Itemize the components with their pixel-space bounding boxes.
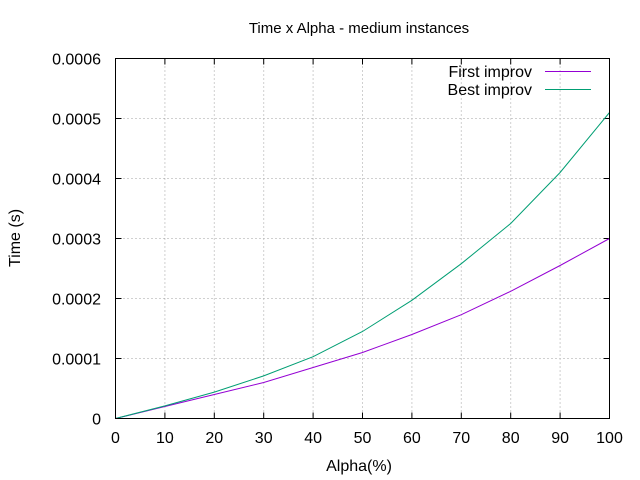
y-tick-label: 0.0004 — [52, 172, 101, 189]
x-axis-tick-labels: 0 10 20 30 40 50 60 70 80 90 100 — [111, 430, 623, 447]
x-tick-label: 50 — [354, 430, 372, 447]
y-axis-title: Time (s) — [7, 209, 24, 267]
series-line-best-improv — [115, 112, 610, 419]
y-tick-label: 0.0005 — [52, 112, 101, 129]
x-tick-label: 60 — [403, 430, 421, 447]
x-tick-label: 30 — [255, 430, 273, 447]
series-line-first-improv — [115, 238, 610, 419]
x-tick-label: 100 — [596, 430, 623, 447]
y-tick-label: 0.0001 — [52, 352, 101, 369]
x-tick-label: 40 — [304, 430, 322, 447]
y-tick-label: 0.0002 — [52, 292, 101, 309]
y-tick-label: 0 — [92, 412, 101, 429]
x-tick-label: 80 — [502, 430, 520, 447]
legend-label-best-improv: Best improv — [448, 82, 532, 99]
grid-lines — [115, 58, 610, 419]
legend: First improv Best improv — [448, 64, 591, 99]
chart-title: Time x Alpha - medium instances — [249, 20, 469, 37]
x-tick-label: 10 — [156, 430, 174, 447]
data-series — [115, 112, 610, 419]
x-axis-title: Alpha(%) — [326, 458, 392, 475]
x-tick-label: 0 — [111, 430, 120, 447]
y-axis-tick-labels: 0 0.0001 0.0002 0.0003 0.0004 0.0005 0.0006 — [52, 52, 101, 429]
y-tick-label: 0.0003 — [52, 232, 101, 249]
x-tick-label: 70 — [452, 430, 470, 447]
legend-label-first-improv: First improv — [448, 64, 532, 81]
x-tick-label: 20 — [205, 430, 223, 447]
y-tick-label: 0.0006 — [52, 52, 101, 69]
x-tick-label: 90 — [551, 430, 569, 447]
plot-frame — [115, 58, 610, 419]
